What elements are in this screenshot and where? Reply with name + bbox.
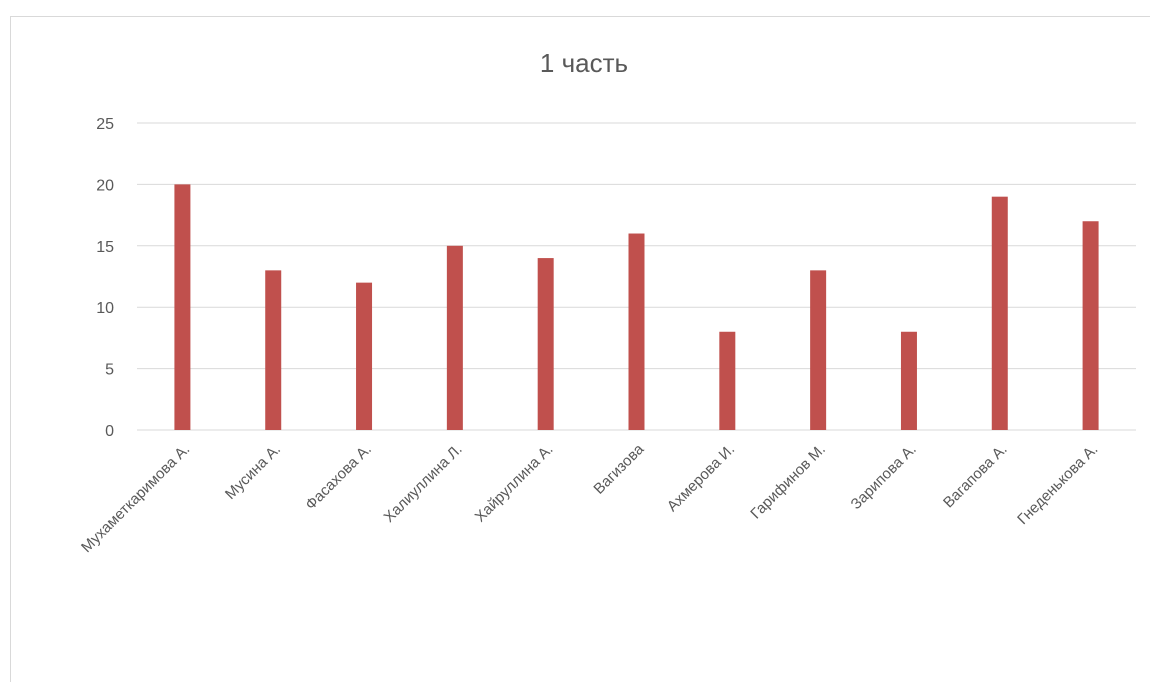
y-axis-ticks: 0 5 10 15 20 25 (96, 116, 114, 440)
x-category-label: Вагапова А. (940, 441, 1011, 512)
bar (265, 270, 282, 430)
bar (900, 331, 917, 430)
bar (628, 233, 645, 430)
bar (1082, 221, 1099, 430)
bars (174, 184, 1099, 430)
x-category-label: Вагизова (590, 440, 647, 497)
y-tick-label: 10 (96, 300, 114, 317)
x-category-label: Мухаметкаримова А. (78, 441, 193, 556)
x-category-label: Халиуллина Л. (381, 441, 466, 526)
bar (174, 184, 191, 430)
x-category-label: Хайруллина А. (472, 441, 557, 526)
bar (719, 331, 736, 430)
x-category-label: Гнеденькова А. (1014, 441, 1101, 528)
x-category-label: Мусина А. (222, 441, 284, 503)
y-tick-label: 15 (96, 239, 114, 256)
y-tick-label: 20 (96, 177, 114, 194)
x-axis-categories: Мухаметкаримова А. Мусина А. Фасахова А. Ха… (78, 440, 1101, 556)
chart-title: 1 часть (540, 48, 628, 78)
x-category-label: Ахмерова И. (664, 441, 738, 515)
x-category-label: Зарипова А. (848, 441, 920, 513)
bar (446, 245, 463, 430)
chart-frame (10, 16, 1150, 682)
bar (810, 270, 827, 430)
x-category-label: Гарифинов М. (747, 441, 829, 523)
bar (537, 258, 554, 430)
y-tick-label: 5 (105, 362, 114, 379)
bar (991, 196, 1008, 430)
y-tick-label: 0 (105, 423, 114, 440)
x-category-label: Фасахова А. (302, 441, 375, 514)
bar (356, 282, 373, 430)
y-tick-label: 25 (96, 116, 114, 133)
